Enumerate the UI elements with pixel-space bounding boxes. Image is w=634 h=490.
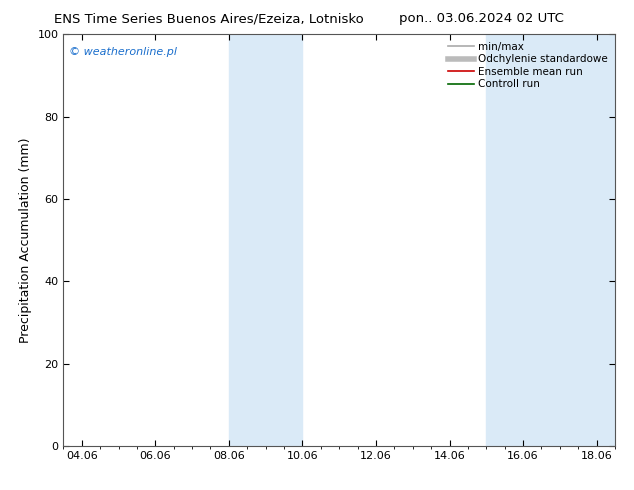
Text: pon.. 03.06.2024 02 UTC: pon.. 03.06.2024 02 UTC: [399, 12, 564, 25]
Bar: [486, 34, 615, 446]
Text: © weatheronline.pl: © weatheronline.pl: [69, 47, 177, 57]
Bar: [229, 34, 302, 446]
Text: ENS Time Series Buenos Aires/Ezeiza, Lotnisko: ENS Time Series Buenos Aires/Ezeiza, Lot…: [55, 12, 364, 25]
Legend: min/max, Odchylenie standardowe, Ensemble mean run, Controll run: min/max, Odchylenie standardowe, Ensembl…: [446, 40, 610, 92]
Y-axis label: Precipitation Accumulation (mm): Precipitation Accumulation (mm): [19, 137, 32, 343]
